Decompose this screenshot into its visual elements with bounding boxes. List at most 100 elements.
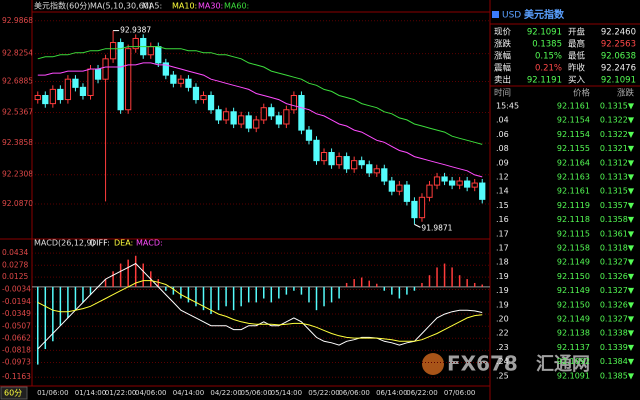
- indicator-label: MA10:: [172, 2, 197, 11]
- x-tick-label: 04/22:00: [210, 389, 241, 397]
- low-annotation: 91.9871: [421, 223, 452, 232]
- tick-price: 92.1158: [557, 244, 590, 253]
- stat-label: 涨跌: [494, 39, 512, 50]
- tick-time: .04: [496, 116, 509, 125]
- candle-body: [49, 88, 56, 105]
- tick-time: .17: [496, 244, 509, 253]
- candle-body: [125, 48, 132, 111]
- tick-change: 0.1327▼: [600, 315, 635, 324]
- ticks-header: 时间: [494, 88, 511, 99]
- candle-body: [102, 58, 109, 80]
- tick-price: 92.1150: [557, 272, 590, 281]
- stat-label: 昨收: [568, 63, 586, 74]
- stat-value: 92.0638: [601, 52, 636, 62]
- macd-line: [37, 280, 483, 342]
- x-tick-label: 05/22:00: [308, 389, 339, 397]
- candle-body: [207, 94, 215, 111]
- tick-price: 92.1092: [557, 357, 590, 366]
- ticks-header: 价格: [573, 88, 591, 99]
- candle-body: [253, 119, 260, 129]
- watermark-logo: [422, 353, 444, 375]
- candle-body: [403, 184, 411, 202]
- candle-body: [388, 180, 395, 192]
- candle-body: [260, 107, 267, 121]
- tick-change: 0.1327▼: [600, 286, 635, 295]
- legend-entry: MA30:: [198, 2, 223, 11]
- tick-time: .19: [496, 272, 509, 281]
- period-button-label[interactable]: 60分: [4, 389, 22, 398]
- tick-price: 92.1119: [557, 201, 590, 210]
- stat-label: 涨幅: [494, 51, 512, 62]
- candle-body: [290, 94, 298, 111]
- candle-body: [34, 94, 41, 101]
- x-tick-label: 05/06:00: [241, 389, 272, 397]
- x-tick-label: 04/14:00: [173, 389, 204, 397]
- tick-change: 0.1339▼: [600, 343, 635, 352]
- candle-body: [117, 42, 124, 111]
- candle-body: [411, 200, 418, 219]
- candle-body: [275, 115, 282, 125]
- y-tick-label: -0.0034: [2, 284, 31, 293]
- y-tick-label: -0.1163: [2, 372, 31, 381]
- y-tick-label: 92.5367: [2, 107, 33, 116]
- stat-value: 0.21%: [535, 64, 562, 74]
- y-tick-label: 92.3858: [2, 138, 33, 147]
- tick-time: .06: [496, 130, 509, 139]
- tick-price: 92.1149: [557, 258, 590, 267]
- chart-title: 美元指数(60分): [34, 1, 90, 11]
- tick-change: 0.1357▼: [600, 201, 635, 210]
- tick-time: .19: [496, 286, 509, 295]
- stat-value: 92.2563: [601, 40, 636, 50]
- tick-change: 0.1318▼: [600, 244, 635, 253]
- candle-body: [283, 109, 290, 125]
- candle-body: [479, 182, 486, 200]
- candle-body: [328, 152, 335, 166]
- candle-body: [335, 156, 343, 166]
- candle-body: [245, 115, 252, 129]
- tick-change: 0.1322▼: [600, 116, 635, 125]
- tick-price: 92.1149: [557, 315, 590, 324]
- x-tick-label: 06/22:00: [406, 389, 437, 397]
- candle-body: [471, 182, 478, 188]
- candle-body: [185, 78, 192, 88]
- candle-body: [79, 86, 87, 96]
- y-tick-label: 0.0125: [2, 272, 28, 281]
- tick-change: 0.1326▼: [600, 300, 635, 309]
- legend-entry: DEA:: [114, 239, 133, 248]
- candle-body: [441, 176, 448, 182]
- y-tick-label: -0.0662: [2, 333, 31, 342]
- stat-value: 92.2476: [601, 64, 636, 74]
- watermark: FX678: [447, 352, 518, 376]
- candle-body: [448, 180, 456, 186]
- tick-time: .20: [496, 315, 509, 324]
- tick-time: .18: [496, 258, 509, 267]
- y-tick-label: 92.9868: [2, 16, 33, 25]
- tick-time: .22: [496, 329, 509, 338]
- candle-body: [381, 168, 388, 182]
- tick-price: 92.1163: [557, 173, 590, 182]
- stat-label: 震幅: [494, 63, 512, 74]
- tick-time: .19: [496, 300, 509, 309]
- tick-time: .09: [496, 158, 509, 167]
- x-tick-label: 06/06:00: [338, 389, 369, 397]
- candle-body: [177, 78, 185, 84]
- legend-entry: MACD:: [136, 239, 163, 248]
- legend-entry: DIFF:: [90, 239, 110, 248]
- candle-body: [94, 68, 102, 80]
- candle-body: [464, 180, 471, 188]
- stat-value: 0.1385: [532, 40, 562, 50]
- tick-price: 92.1161: [557, 187, 590, 196]
- tick-change: 0.1322▼: [600, 130, 635, 139]
- tick-change: 0.1361▼: [600, 229, 635, 238]
- y-tick-label: -0.0507: [2, 321, 31, 330]
- candle-body: [456, 180, 463, 186]
- tick-change: 0.1338▼: [600, 329, 635, 338]
- period-button[interactable]: [0, 386, 28, 400]
- stat-value: 92.1191: [527, 76, 562, 86]
- candle-body: [351, 160, 358, 170]
- indicator-label: MA5:: [142, 2, 162, 11]
- ticks-header: 涨跌: [617, 88, 635, 99]
- tick-change: 0.1327▼: [600, 258, 635, 267]
- candle-body: [268, 107, 275, 117]
- tick-time: .12: [496, 173, 509, 182]
